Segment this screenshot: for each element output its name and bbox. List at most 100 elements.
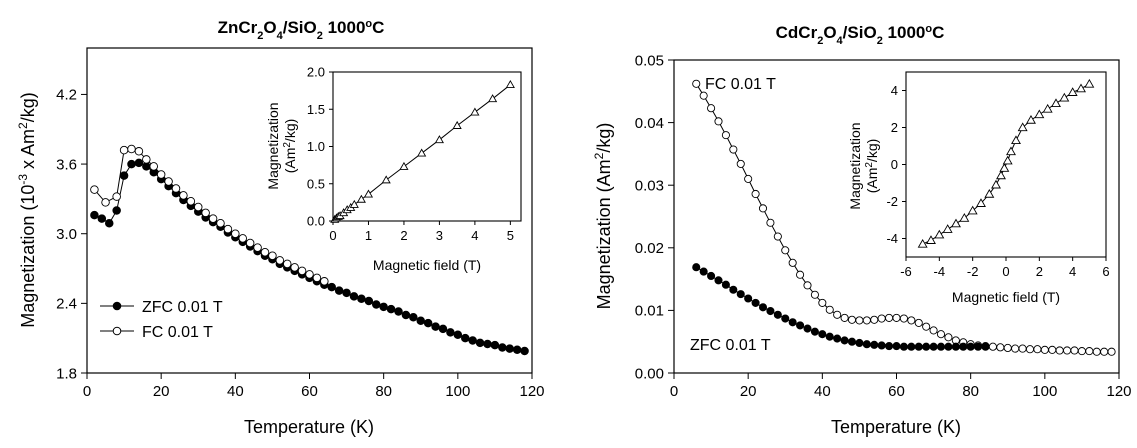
legend-fc-label: FC 0.01 T (142, 324, 213, 341)
left-inset-series (330, 79, 515, 223)
y-tick-label: 2.4 (56, 296, 77, 313)
legend-zfc-marker (112, 301, 122, 311)
data-point (356, 194, 366, 203)
data-point (1100, 347, 1109, 356)
left-inset-x-label: Magnetic field (T) (373, 257, 481, 273)
x-tick-label: 2 (400, 228, 407, 243)
data-point (929, 342, 938, 351)
data-point (253, 243, 262, 252)
data-point (736, 290, 745, 299)
right-inset-y-axis: -4 -2 0 2 4 (886, 83, 906, 246)
data-point (1011, 344, 1020, 353)
data-point (803, 324, 812, 333)
data-point (1084, 78, 1095, 88)
data-point (290, 263, 299, 272)
left-y-axis: 1.8 2.4 3.0 3.6 4.2 (56, 87, 87, 382)
data-point (134, 158, 144, 168)
data-point (758, 204, 768, 213)
data-point (245, 238, 255, 248)
data-point (825, 305, 834, 314)
x-tick-label: 120 (519, 383, 544, 400)
data-point (505, 344, 515, 353)
data-point (744, 294, 753, 303)
x-tick-label: 0 (1002, 264, 1009, 279)
data-point (796, 270, 805, 279)
data-point (364, 296, 374, 306)
left-inset-y-label-line1: Magnetization (265, 102, 281, 189)
data-point (870, 340, 879, 349)
data-point (394, 307, 403, 316)
data-point (885, 313, 894, 322)
right-inset-x-axis: -6 -4 -2 0 2 4 6 (900, 257, 1110, 279)
data-point (877, 314, 886, 323)
data-point (833, 334, 842, 343)
y-tick-label: 0 (891, 157, 898, 172)
x-tick-label: 80 (375, 383, 392, 400)
data-point (825, 332, 834, 341)
data-point (922, 322, 931, 331)
data-point (862, 340, 871, 349)
data-point (781, 246, 790, 255)
data-point (914, 342, 923, 351)
data-point (1107, 347, 1116, 356)
data-point (847, 315, 857, 324)
data-point (967, 205, 978, 215)
data-point (840, 313, 849, 322)
data-point (297, 266, 307, 276)
data-point (818, 298, 827, 307)
data-point (127, 159, 136, 169)
data-point (97, 214, 107, 223)
data-point (468, 336, 477, 345)
data-point (470, 107, 480, 116)
data-point (996, 343, 1005, 352)
y-tick-label: 0.5 (307, 176, 325, 191)
data-point (796, 321, 805, 330)
data-point (840, 336, 849, 345)
data-point (1033, 345, 1042, 354)
data-point (349, 199, 359, 208)
data-point (751, 298, 760, 307)
x-tick-label: 120 (1106, 383, 1131, 400)
data-point (119, 171, 129, 180)
data-point (729, 285, 738, 294)
data-point (112, 206, 121, 215)
x-tick-label: 1 (365, 228, 372, 243)
left-inset-frame (332, 71, 522, 222)
data-point (766, 306, 775, 316)
data-point (788, 318, 797, 327)
x-tick-label: -2 (967, 264, 979, 279)
data-point (974, 342, 983, 351)
data-point (1018, 344, 1027, 353)
left-inset: 0 1 2 3 4 5 0.0 0.5 1.0 1.5 2.0 Magnetic field (T… (265, 65, 522, 273)
data-point (386, 304, 396, 314)
data-point (90, 185, 99, 194)
data-point (379, 302, 388, 312)
x-tick-label: 60 (301, 383, 318, 400)
data-point (164, 177, 173, 186)
x-tick-label: 5 (507, 228, 514, 243)
data-point (942, 224, 953, 233)
data-point (305, 270, 314, 279)
x-tick-label: 4 (1069, 264, 1076, 279)
data-point (707, 104, 716, 113)
data-point (461, 333, 470, 343)
y-tick-label: 0.00 (635, 365, 664, 382)
data-point (475, 338, 485, 348)
data-point (892, 313, 901, 322)
data-point (216, 219, 225, 228)
data-point (899, 342, 908, 351)
y-tick-label: 0.02 (635, 240, 664, 257)
data-point (363, 189, 374, 198)
x-tick-label: 3 (436, 228, 443, 243)
data-point (934, 229, 945, 239)
y-tick-label: 1.8 (56, 365, 77, 382)
data-point (833, 310, 842, 319)
x-tick-label: 0 (670, 383, 678, 400)
right-panel: CdCr2O4/SiO2 1000oC 0 20 40 60 80 100 120 0.00… (592, 23, 1132, 437)
data-point (1002, 155, 1013, 165)
data-point (862, 316, 871, 325)
y-tick-label: 0.05 (635, 52, 664, 69)
data-point (870, 315, 879, 324)
data-point (520, 346, 529, 356)
